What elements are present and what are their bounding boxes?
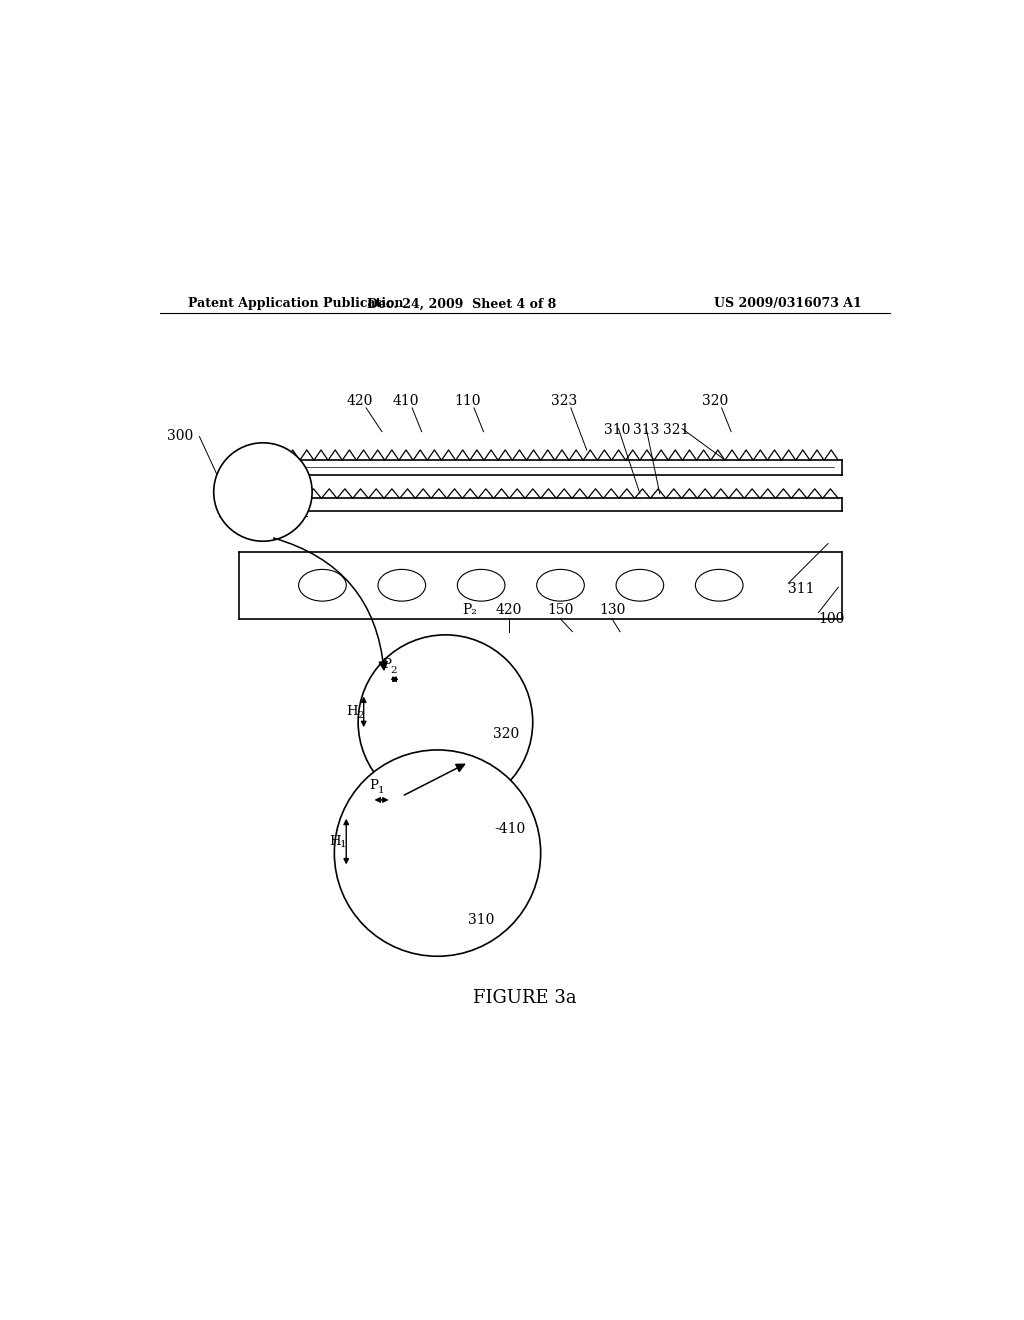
Circle shape [214, 442, 312, 541]
Text: 420: 420 [346, 393, 373, 408]
Text: 300: 300 [167, 429, 194, 444]
Text: 1: 1 [340, 841, 346, 849]
Text: 313: 313 [633, 424, 659, 437]
Text: 1: 1 [378, 787, 384, 795]
Text: 320: 320 [702, 393, 728, 408]
FancyArrowPatch shape [273, 539, 387, 669]
Text: 323: 323 [551, 393, 578, 408]
Text: 100: 100 [818, 612, 845, 626]
Ellipse shape [616, 569, 664, 601]
Ellipse shape [695, 569, 743, 601]
Text: Dec. 24, 2009  Sheet 4 of 8: Dec. 24, 2009 Sheet 4 of 8 [367, 297, 556, 310]
Text: Patent Application Publication: Patent Application Publication [187, 297, 403, 310]
Ellipse shape [458, 569, 505, 601]
Text: 310: 310 [468, 913, 495, 927]
Ellipse shape [378, 569, 426, 601]
Ellipse shape [299, 569, 346, 601]
Text: 150: 150 [547, 603, 573, 618]
Text: P₂: P₂ [462, 603, 477, 618]
Text: 321: 321 [663, 424, 689, 437]
Text: 410: 410 [392, 393, 419, 408]
Text: FIGURE 3a: FIGURE 3a [473, 989, 577, 1007]
Text: 110: 110 [455, 393, 481, 408]
Ellipse shape [537, 569, 585, 601]
Text: 420: 420 [496, 603, 522, 618]
Text: US 2009/0316073 A1: US 2009/0316073 A1 [715, 297, 862, 310]
Circle shape [334, 750, 541, 956]
Text: 310: 310 [604, 424, 631, 437]
Text: H: H [346, 705, 357, 718]
Text: H: H [329, 836, 340, 847]
Text: 320: 320 [494, 727, 520, 741]
Text: 130: 130 [599, 603, 626, 618]
Text: 311: 311 [788, 582, 815, 595]
Text: 2: 2 [390, 665, 397, 675]
FancyArrowPatch shape [404, 764, 465, 795]
Text: -410: -410 [495, 822, 525, 837]
Text: P: P [370, 779, 379, 792]
Circle shape [358, 635, 532, 809]
Text: P: P [383, 659, 391, 672]
Text: 2: 2 [357, 710, 364, 719]
